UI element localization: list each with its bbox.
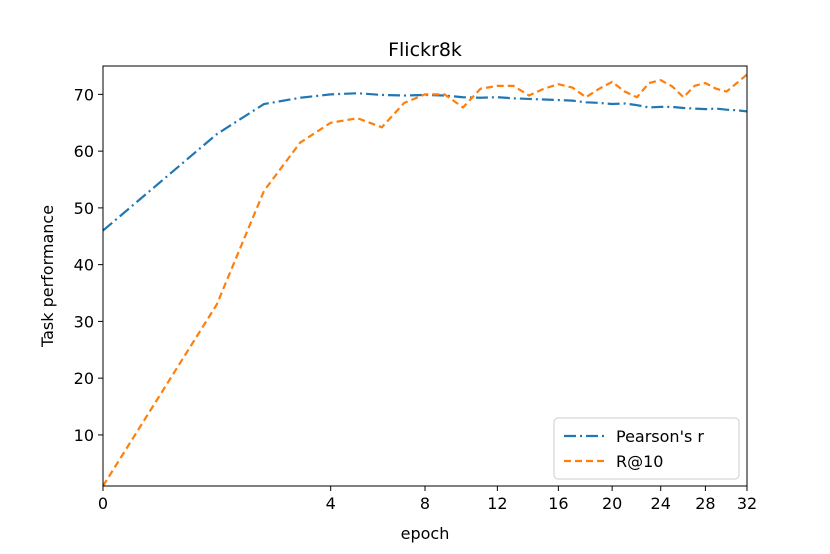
x-tick-label: 28 (695, 494, 715, 513)
x-tick-label: 24 (651, 494, 671, 513)
series-layer (102, 73, 748, 487)
y-tick-label: 30 (74, 312, 94, 331)
series-line-0 (102, 92, 748, 232)
x-tick-label: 12 (487, 494, 507, 513)
x-tick-label: 16 (548, 494, 568, 513)
y-tick-label: 10 (74, 426, 94, 445)
y-tick-label: 70 (74, 85, 94, 104)
chart-title: Flickr8k (388, 39, 462, 61)
x-tick-label: 4 (326, 494, 336, 513)
y-tick-label: 40 (74, 256, 94, 275)
y-axis-label: Task performance (38, 205, 57, 348)
series-line-1 (102, 73, 748, 487)
legend-label-1: R@10 (616, 452, 663, 471)
x-tick-label: 32 (737, 494, 757, 513)
legend-label-0: Pearson's r (616, 427, 704, 446)
legend-box (553, 417, 740, 480)
y-axis: 10 20 30 40 50 60 70 (74, 85, 103, 445)
y-tick-label: 20 (74, 369, 94, 388)
x-axis-label: epoch (401, 524, 450, 543)
x-tick-label: 0 (98, 494, 108, 513)
x-axis: 0 4 8 12 16 20 24 28 32 (98, 486, 757, 513)
legend: Pearson's r R@10 (553, 417, 740, 480)
y-tick-label: 50 (74, 199, 94, 218)
y-tick-label: 60 (74, 142, 94, 161)
x-tick-label: 8 (420, 494, 430, 513)
x-tick-label: 20 (602, 494, 622, 513)
